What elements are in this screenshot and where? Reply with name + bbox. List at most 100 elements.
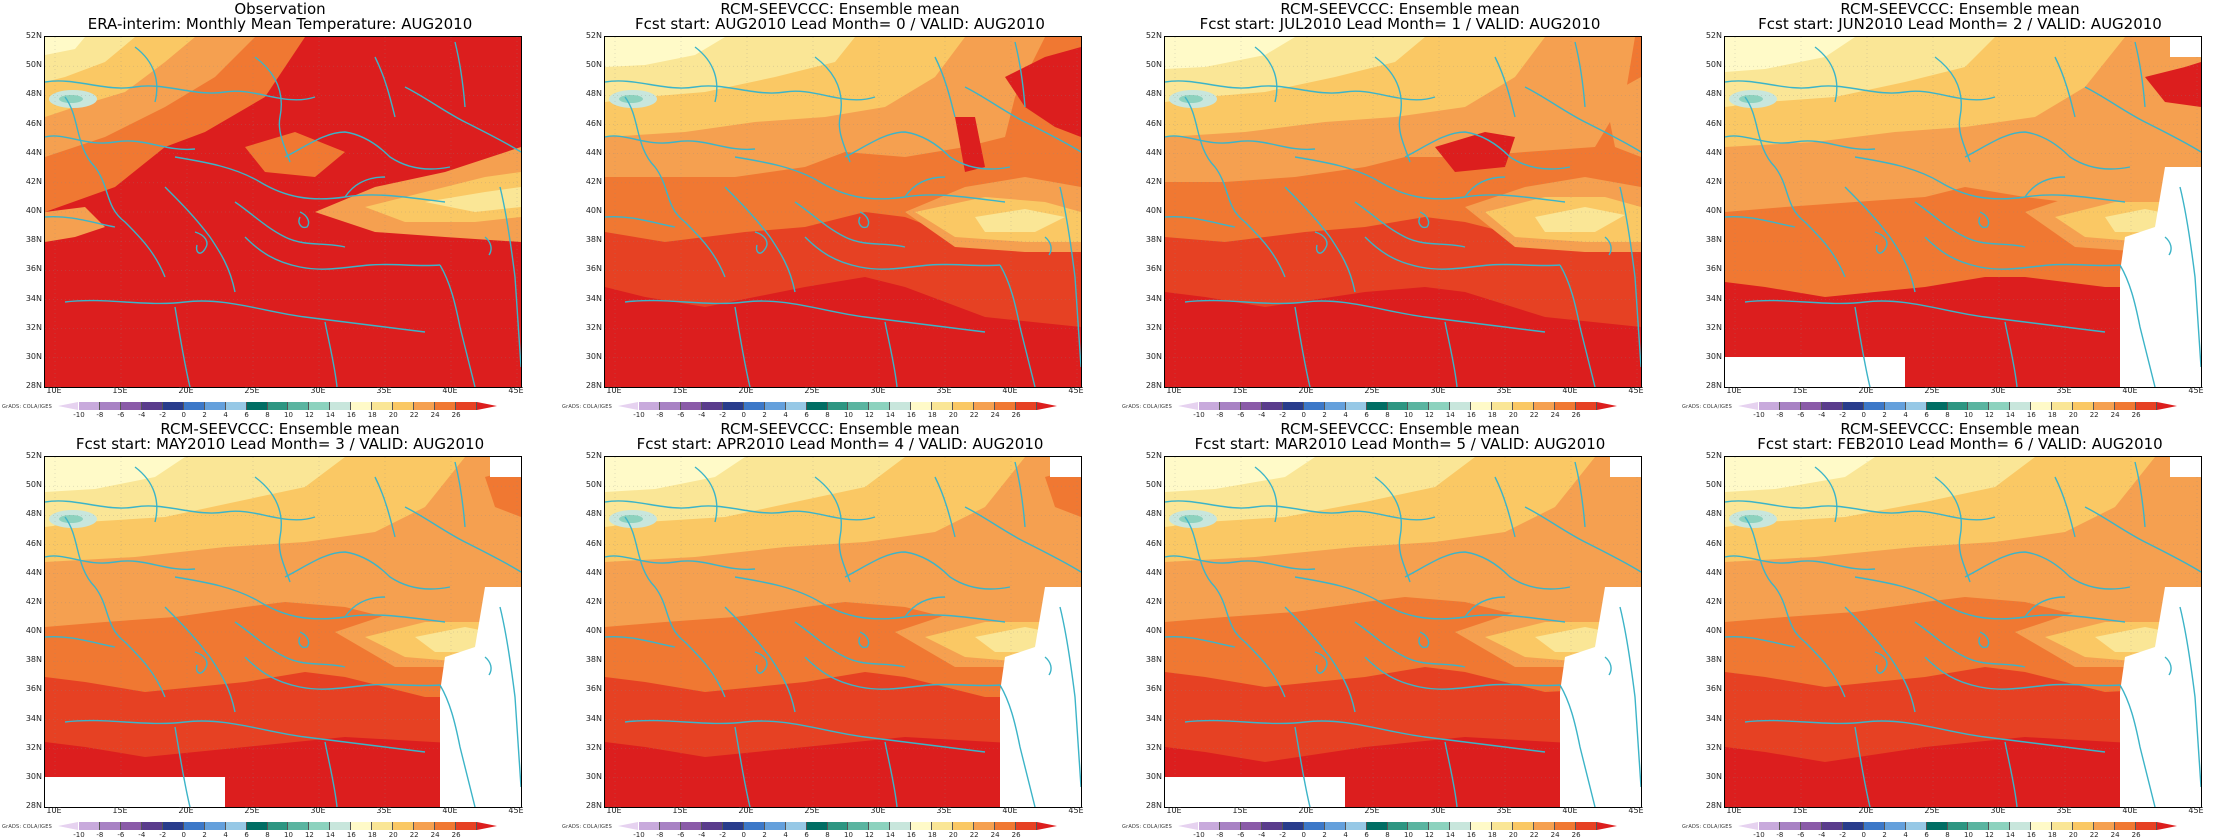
cool-core [59, 515, 83, 523]
lon-tick-label: 25E [1364, 386, 1380, 395]
colorbar-swatch [162, 822, 184, 830]
coastline [1314, 651, 1328, 674]
lon-tick-label: 15E [112, 806, 128, 815]
colorbar-swatch [2031, 402, 2053, 410]
colorbar-swatch [1303, 402, 1325, 410]
coastline [1524, 86, 1641, 153]
coastline [1854, 306, 1871, 387]
lat-tick-label: 46N [1705, 118, 1722, 128]
lat-tick-label: 52N [1705, 451, 1722, 460]
colorbar-tick-label: 8 [265, 831, 270, 839]
lon-tick-label: 20E [738, 806, 754, 815]
colorbar-tick-label: 10 [1404, 831, 1413, 839]
colorbar [1178, 402, 1618, 410]
colorbar-swatch [1947, 822, 1969, 830]
coastline [45, 635, 116, 648]
colorbar-swatch [1863, 822, 1885, 830]
lat-tick-label: 48N [585, 509, 602, 519]
map-panel-lead2: RCM-SEEVCCC: Ensemble mean Fcst start: JU… [1680, 0, 2240, 420]
contour-band [1045, 467, 1081, 517]
colorbar-tick-label: 18 [1487, 411, 1497, 419]
coastline [1854, 576, 2126, 623]
coastline [1059, 606, 1081, 788]
colorbar-tick-label: 16 [906, 411, 916, 419]
lat-tick-label: 42N [585, 596, 602, 606]
colorbar-tick-label: -2 [159, 831, 167, 839]
coastline [1418, 631, 1430, 649]
coastline [1184, 96, 1286, 278]
lat-tick-label: 48N [25, 509, 42, 519]
colorbar-swatch [638, 822, 660, 830]
coastline [999, 684, 1036, 807]
colorbar-swatch [911, 822, 933, 830]
coastline [1464, 596, 1506, 618]
grads-credit: GrADS: COLA/IGES [1122, 824, 1172, 830]
lon-tick-label: 30E [1430, 386, 1446, 395]
colorbar-swatch [1842, 402, 1864, 410]
lat-tick-label: 42N [1145, 596, 1162, 606]
coastline [884, 741, 898, 807]
colorbar-tick-label: -4 [1818, 411, 1826, 419]
lat-tick-label: 30N [25, 351, 42, 361]
lat-tick-label: 32N [1145, 742, 1162, 752]
coastline [1014, 41, 1026, 108]
coastline [298, 211, 310, 229]
colorbar-tick-label: 26 [1571, 831, 1581, 839]
lat-tick-label: 28N [25, 801, 42, 810]
lat-tick-label: 28N [1705, 801, 1722, 810]
colorbar-swatch [1471, 402, 1493, 410]
coastline [1574, 41, 1586, 108]
colorbar-tick-label: -6 [117, 411, 125, 419]
colorbar-max-arrow [477, 402, 498, 410]
lon-tick-label: 30E [1990, 806, 2006, 815]
coastline [904, 596, 946, 618]
coastline [344, 596, 386, 618]
coastline [1294, 156, 1566, 203]
colorbar-tick-label: 8 [1385, 411, 1390, 419]
lat-tick-label: 52N [1145, 31, 1162, 40]
lon-tick-label: 15E [672, 386, 688, 395]
colorbar-tick-label: 20 [948, 411, 958, 419]
coastline [794, 201, 906, 248]
coastline [734, 156, 1006, 203]
coastline [324, 741, 338, 807]
colorbar-swatch [1513, 822, 1535, 830]
coastline [64, 299, 426, 333]
coastline [1604, 236, 1612, 256]
colorbar-swatch [183, 822, 205, 830]
colorbar-tick-label: 2 [1322, 411, 1327, 419]
panel-title: Observation [234, 0, 326, 18]
colorbar-tick-label: -2 [1279, 411, 1287, 419]
colorbar-tick-label: 6 [1924, 831, 1929, 839]
temperature-field [45, 457, 521, 807]
coastline [1874, 231, 1888, 254]
coastline [439, 264, 476, 387]
contour-band [45, 207, 105, 242]
colorbar-tick-label: 20 [1508, 831, 1518, 839]
colorbar-tick-label: 0 [1301, 831, 1306, 839]
colorbar-swatch [1555, 822, 1577, 830]
lon-tick-label: 45E [2188, 806, 2204, 815]
coastline [1725, 135, 1876, 151]
colorbar-tick-label: 24 [1550, 831, 1560, 839]
colorbar-tick-label: 24 [430, 411, 440, 419]
colorbar [618, 822, 1058, 830]
colorbar-swatch [659, 402, 681, 410]
colorbar-tick-label: 18 [1487, 831, 1497, 839]
colorbar-tick-label: 4 [223, 411, 228, 419]
colorbar-swatch [1758, 402, 1780, 410]
coastline [734, 726, 751, 807]
lat-tick-label: 48N [1705, 89, 1722, 99]
coastline [234, 621, 346, 668]
colorbar-tick-label: -2 [719, 831, 727, 839]
colorbar-swatch [2136, 402, 2158, 410]
colorbar-max-arrow [1597, 822, 1618, 830]
grads-credit: GrADS: COLA/IGES [562, 824, 612, 830]
colorbar-tick-label: -10 [1753, 831, 1765, 839]
lat-tick-label: 40N [25, 626, 42, 635]
lon-tick-label: 20E [738, 386, 754, 395]
colorbar-swatch [78, 822, 100, 830]
colorbar-tick-label: -8 [1776, 411, 1784, 419]
colorbar-swatch [701, 402, 723, 410]
lat-tick-label: 30N [1145, 771, 1162, 781]
